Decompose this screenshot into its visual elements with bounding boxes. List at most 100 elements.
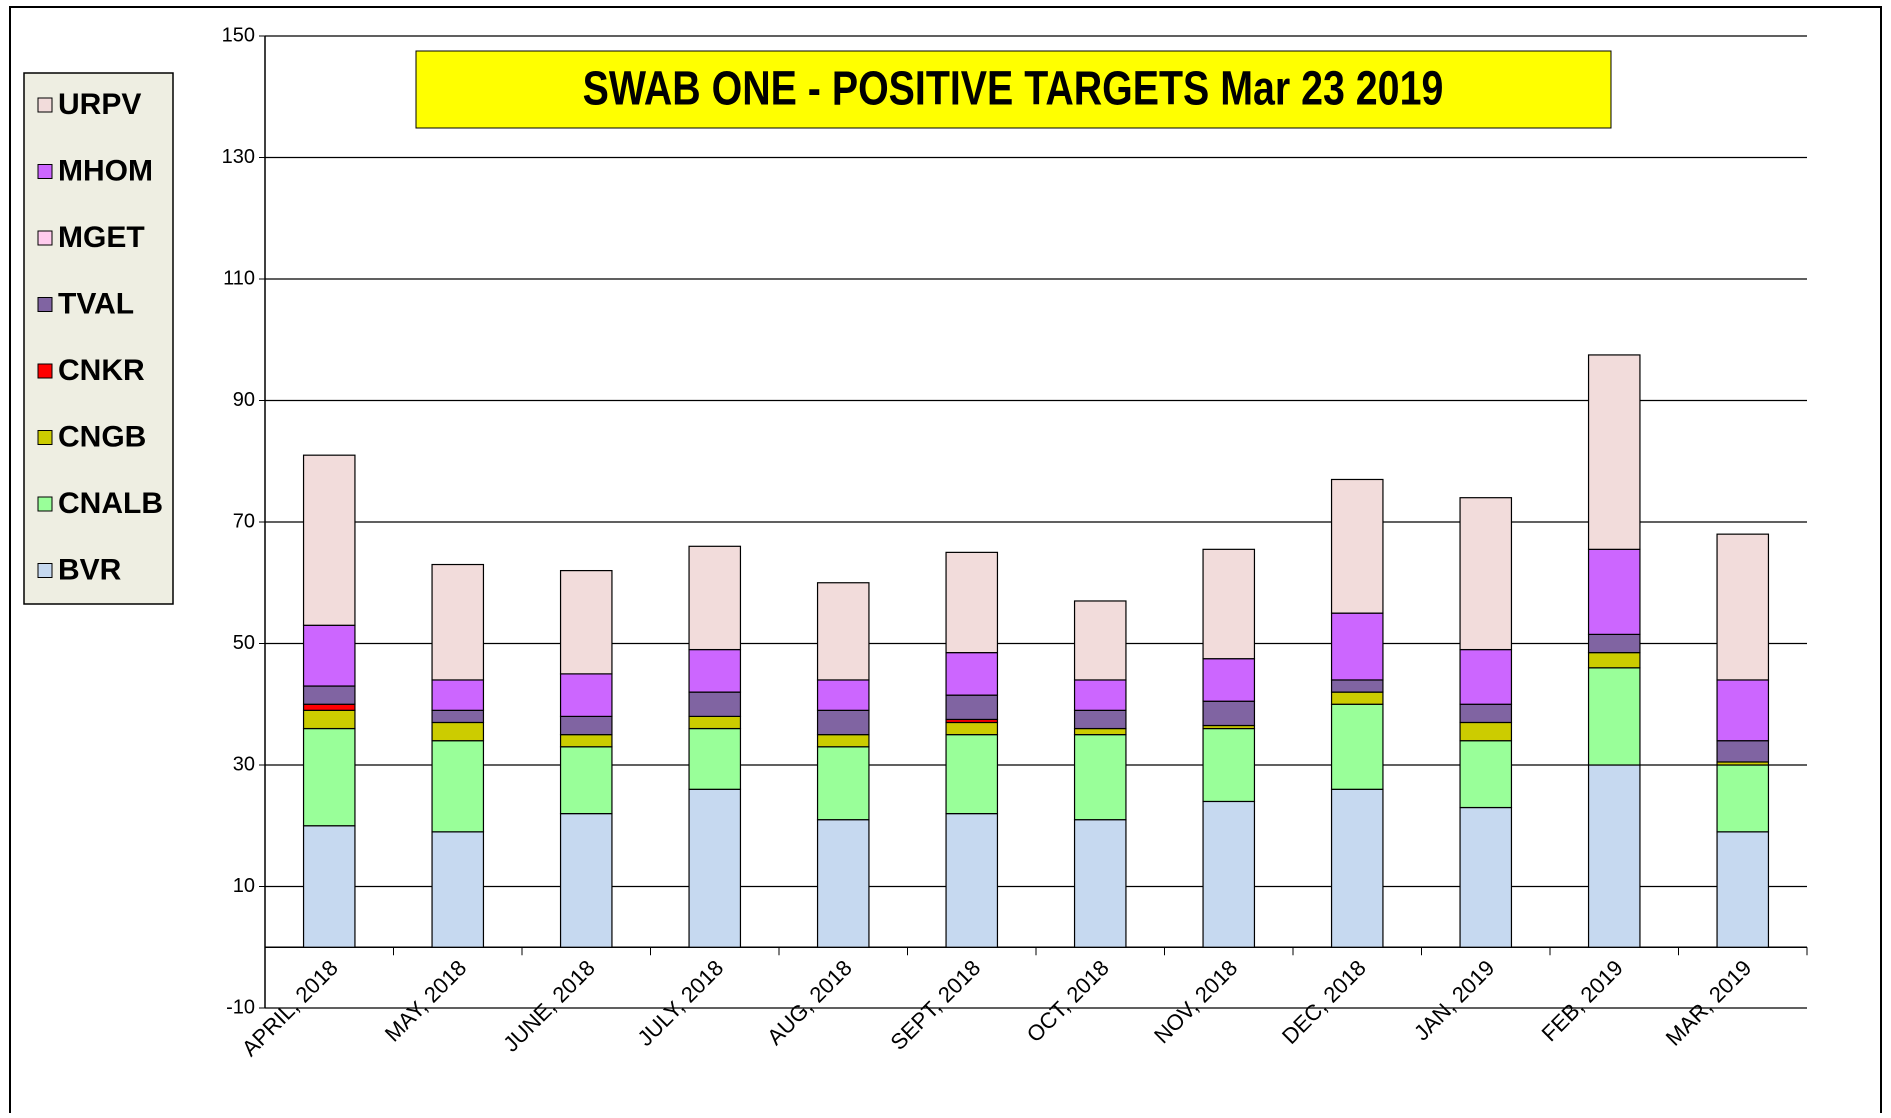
bar-segment [688,691,742,717]
x-tick-label: MAY, 2018 [380,955,471,1046]
bar-segment [1202,548,1256,660]
bar-segment [431,740,485,833]
bar-segment [688,727,742,790]
x-tick-label: JULY, 2018 [632,955,728,1051]
bar-segment [1202,700,1256,727]
x-tick-label: JUNE, 2018 [498,955,600,1057]
bar-segment [302,703,356,711]
bar-segment [1716,764,1770,833]
legend-label: CNALB [58,487,163,520]
bar-segment [1073,734,1127,821]
bar-segment [688,648,742,693]
bar-segment [1459,740,1513,809]
bar-segment [945,721,999,736]
bar-segment [945,551,999,654]
bar-segment [1459,497,1513,651]
bar-segment [1587,652,1641,669]
y-tick-label: 30 [233,753,255,775]
bar-segment [1459,703,1513,724]
bar-segment [1716,533,1770,681]
bar-segment [559,734,613,748]
bar-segment [431,679,485,711]
bar-segment [688,715,742,730]
y-tick-label: 150 [222,24,255,46]
bar-segment [302,825,356,948]
bar-segment [431,563,485,681]
bar-segment [1330,691,1384,705]
bar-segment [1587,667,1641,766]
legend-swatch [37,430,53,445]
bar-segment [1587,354,1641,550]
legend-label: URPV [58,88,141,121]
legend-swatch [37,496,53,512]
bar-segment [559,746,613,815]
y-tick-label: -10 [226,996,255,1018]
bar-segment [302,709,356,730]
bar-segment [431,709,485,724]
bar-segment [302,624,356,687]
bar-segment [688,545,742,651]
x-tick-label: NOV, 2018 [1149,955,1242,1048]
bar-segment [1073,727,1127,736]
bar-segment [816,819,870,948]
bar-segment [1073,819,1127,948]
bar-segment [1330,478,1384,614]
legend-swatch [37,97,53,113]
legend-swatch [37,297,53,312]
bar-segment [945,694,999,721]
bar-segment [559,715,613,736]
bar-segment [816,679,870,711]
y-tick-label: 70 [233,510,255,532]
bar-segment [431,831,485,948]
y-tick-label: 90 [233,389,255,411]
bar-segment [945,734,999,815]
legend [23,72,174,605]
legend-swatch [37,230,53,246]
bar-segment [1716,679,1770,742]
bar-segment [1587,633,1641,654]
bar-segment [302,727,356,827]
bar-segment [431,721,485,742]
bar-segment [945,652,999,696]
x-tick-label: AUG, 2018 [762,955,857,1050]
bar-segment [816,734,870,748]
bar-segment [1716,740,1770,763]
bar-segment [1330,612,1384,681]
bar-segment [1202,727,1256,803]
y-tick-label: 50 [233,632,255,654]
legend-label: MHOM [58,154,153,187]
bar-segment [688,788,742,948]
chart-title: SWAB ONE - POSITIVE TARGETS Mar 23 2019 [583,62,1444,116]
legend-swatch [37,563,53,578]
bar-segment [1459,806,1513,948]
bar-segment [1073,600,1127,681]
bar-segment [1587,548,1641,635]
bar-segment [1202,800,1256,948]
x-tick-label: FEB, 2019 [1537,955,1628,1046]
bar-segment [1716,831,1770,948]
bar-segment [302,685,356,705]
bar-segment [1330,788,1384,948]
bar-segment [1073,709,1127,730]
x-tick-label: SEPT, 2018 [885,955,985,1055]
x-tick-label: OCT, 2018 [1022,955,1114,1047]
legend-items: BVR CNALB CNGB CNKR TVAL MGET MHOM URPV [37,88,163,586]
bar-segment [1330,703,1384,790]
title-box [415,50,1612,129]
y-tick-label: 110 [223,267,255,289]
y-tick-label: 10 [233,875,255,897]
bar-segment [816,709,870,736]
bar-segment [559,569,613,675]
bar-segment [1459,648,1513,705]
legend-label: MGET [58,221,145,254]
bar-segment [559,673,613,718]
y-tick-label: 130 [222,146,255,168]
bar-segment [1459,721,1513,742]
x-tick-label: JAN, 2019 [1409,955,1499,1045]
bar-segment [1073,679,1127,711]
x-tick-label: DEC, 2018 [1277,955,1371,1049]
bar-segment [559,812,613,948]
bar-segment [1202,658,1256,702]
